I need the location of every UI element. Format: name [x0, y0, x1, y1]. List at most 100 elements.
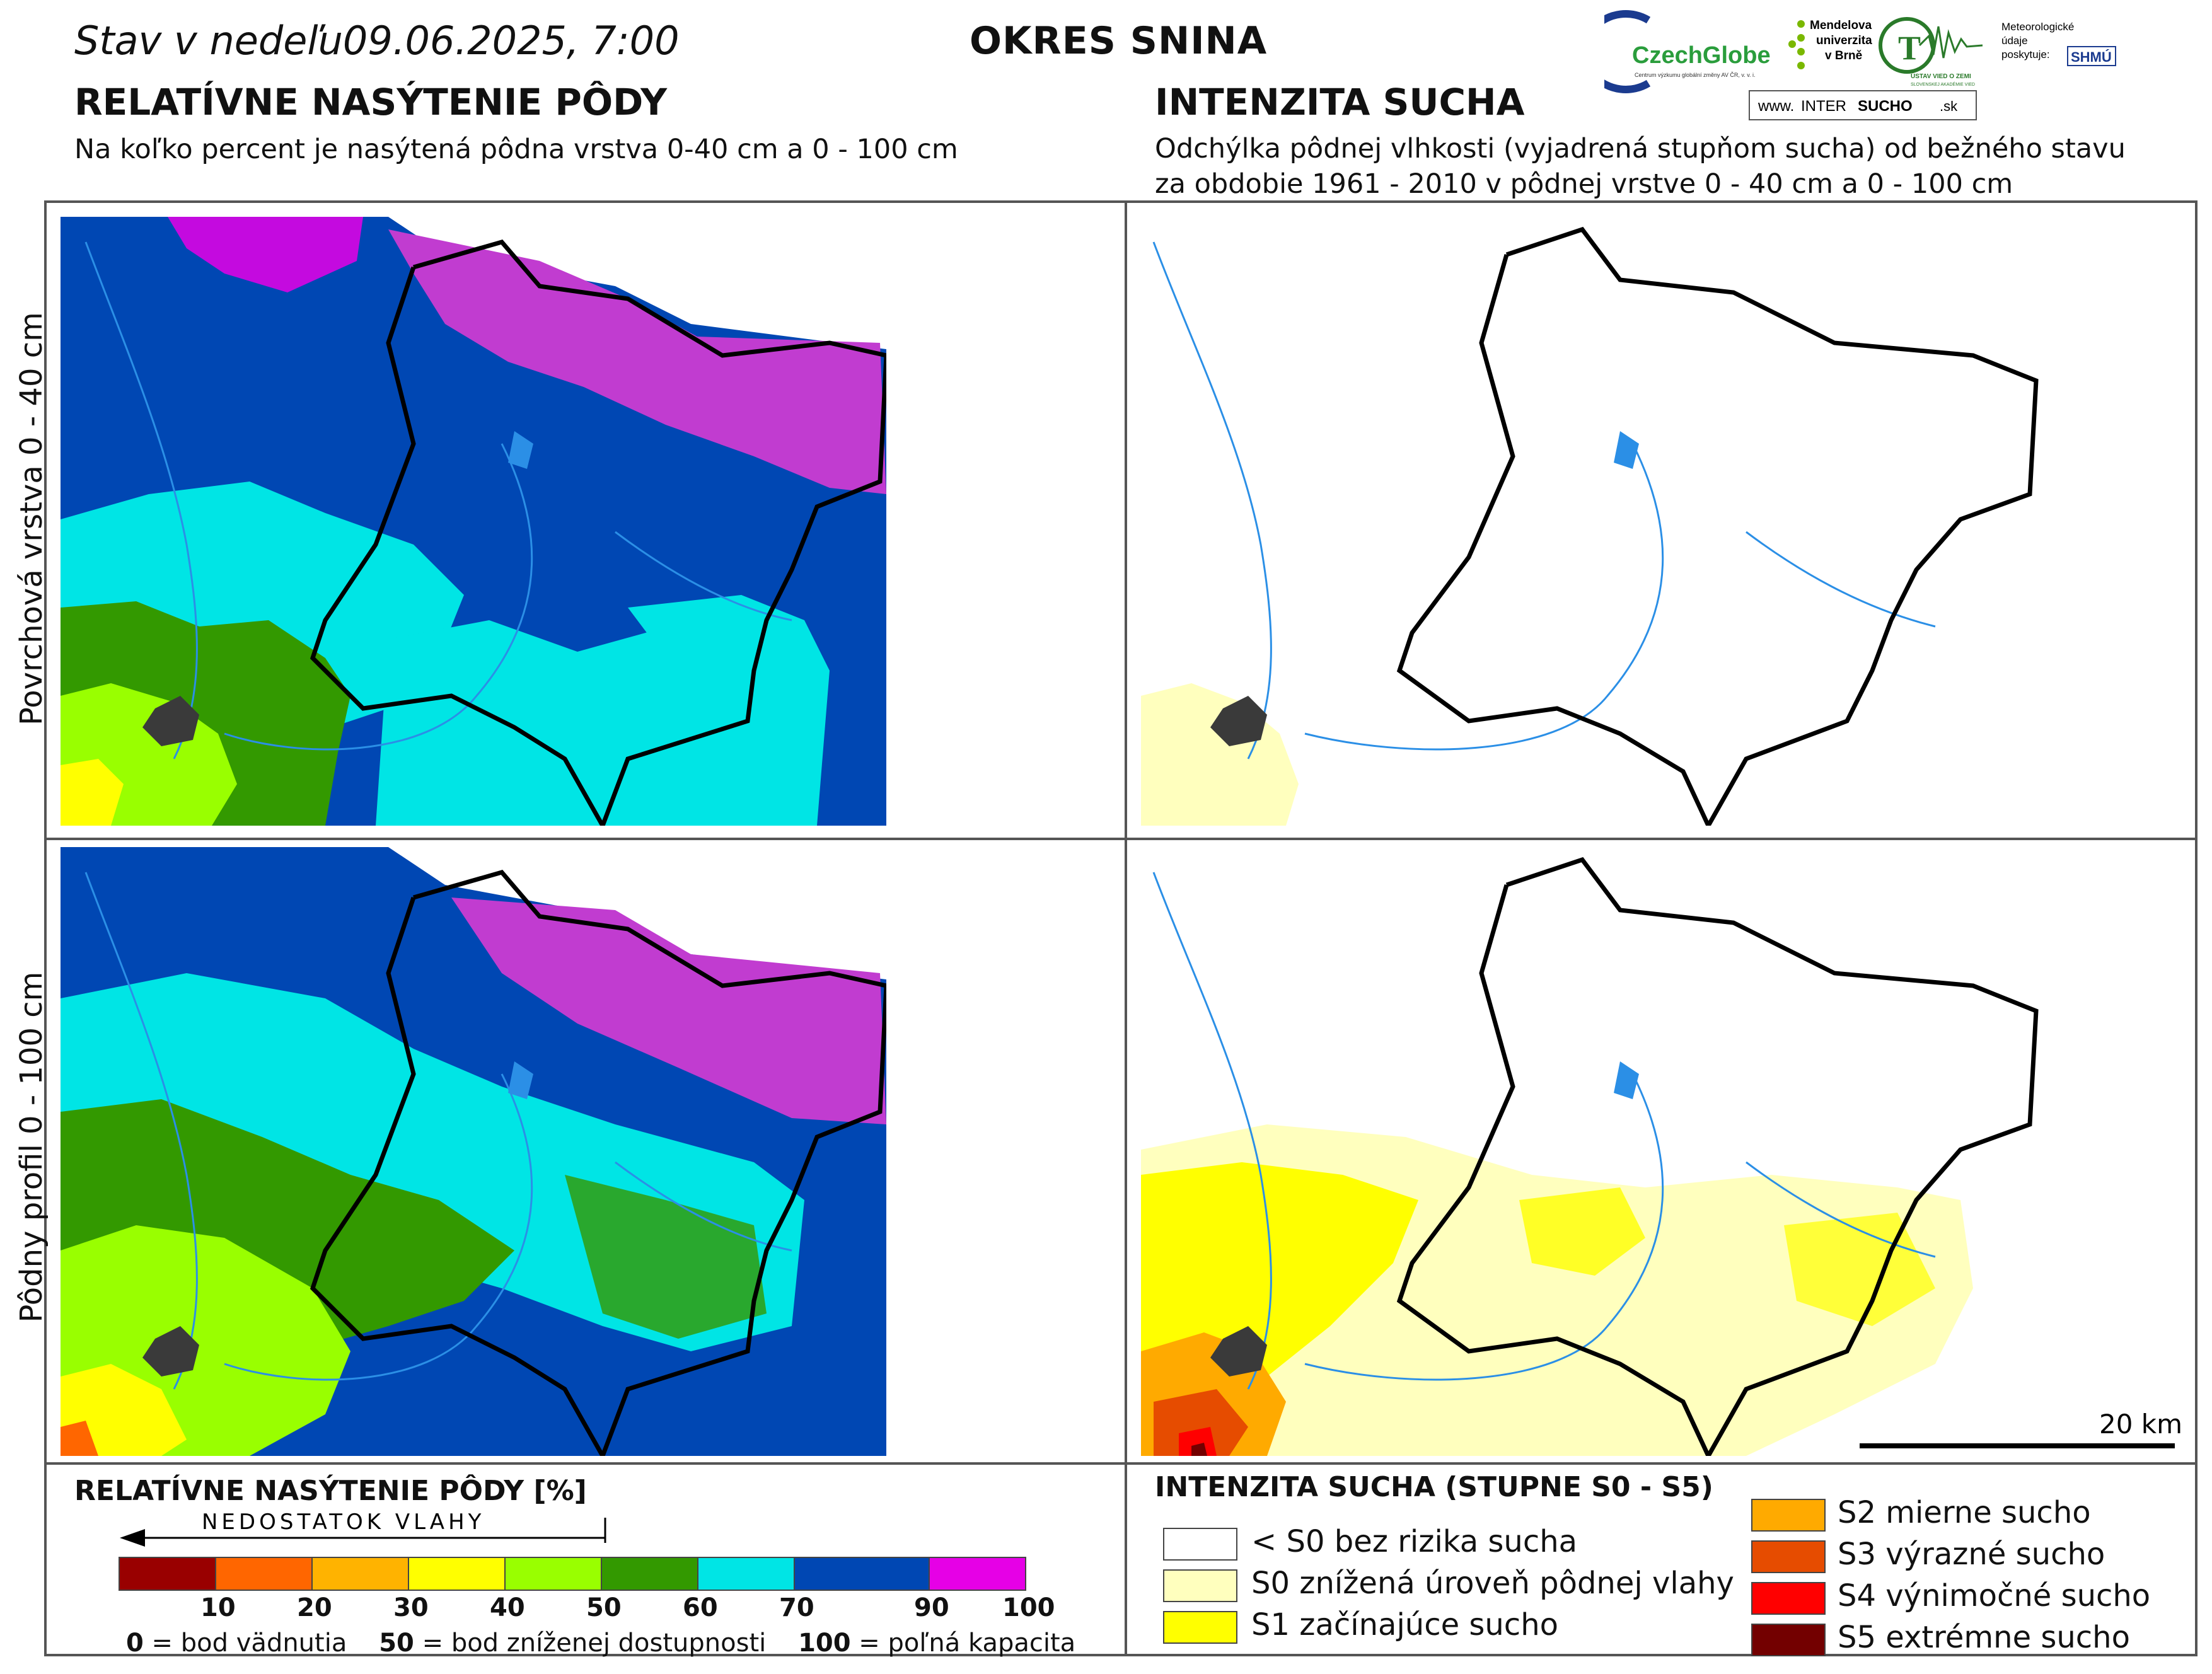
foot-100-text: = poľná kapacita [850, 1629, 1076, 1658]
saturation-title: RELATÍVNE NASÝTENIE PÔDY [74, 81, 668, 124]
tick-10: 10 [200, 1593, 236, 1622]
drought-legend-title: INTENZITA SUCHA (STUPNE S0 - S5) [1155, 1471, 1713, 1503]
town [1210, 696, 1267, 746]
shmu-text: SHMÚ [2071, 49, 2112, 65]
drought-subtitle: Odchýlka pôdnej vlhkosti (vyjadrená stup… [1155, 131, 2163, 202]
row-label-topsoil: Povrchová vrstva 0 - 40 cm [14, 312, 49, 725]
meteo-2: údaje [2001, 35, 2028, 47]
scale-swatch-50-60 [601, 1557, 698, 1591]
legend-swatch-s0 [1163, 1569, 1237, 1602]
saturation-subtitle: Na koľko percent je nasýtená pôdna vrstv… [74, 134, 958, 165]
czechglobe-sub: Centrum výzkumu globální změny AV ČR, v.… [1635, 72, 1756, 78]
scale-swatch-70-90 [794, 1557, 930, 1591]
tick-90: 90 [914, 1593, 949, 1622]
map-drought-profile: 20 km [1141, 847, 2181, 1456]
panel-divider-horizontal [44, 838, 2198, 840]
foot-0-num: 0 [126, 1629, 144, 1658]
legend-label-s0: S0 znížená úroveň pôdnej vlahy [1251, 1566, 1734, 1601]
legend-swatch-s4 [1751, 1582, 1826, 1615]
district-title: OKRES SNINA [970, 19, 1268, 63]
uvz-logo: T ÚSTAV VIED O ZEMI SLOVENSKEJ AKADÉMIE … [1879, 17, 1983, 87]
town [1210, 1326, 1267, 1377]
web-c: .sk [1940, 98, 1958, 114]
drought-subtitle-line2: za obdobie 1961 - 2010 v pôdnej vrstve 0… [1155, 168, 2013, 200]
map-drought-topsoil [1141, 217, 2181, 826]
intersucho-logo: www. INTER SUCHO .sk [1749, 90, 1977, 120]
town [142, 1326, 199, 1377]
tick-20: 20 [297, 1593, 332, 1622]
web-a: INTER [1801, 98, 1846, 115]
panel-divider-vertical [1125, 200, 1127, 1656]
tick-100: 100 [1002, 1593, 1055, 1622]
legend-divider [44, 1462, 2198, 1465]
reservoir [1614, 431, 1639, 469]
scale-swatch-60-70 [697, 1557, 795, 1591]
shmu-logo: Meteorologické údaje poskytuje: SHMÚ [2001, 21, 2116, 66]
scale-swatch-10-20 [215, 1557, 313, 1591]
tick-70: 70 [779, 1593, 814, 1622]
tick-50: 50 [586, 1593, 622, 1622]
district-boundary [310, 240, 886, 826]
tick-60: 60 [683, 1593, 718, 1622]
mendel-3: v Brně [1825, 49, 1862, 62]
uvz-sub: SLOVENSKEJ AKADÉMIE VIED [1911, 81, 1975, 87]
mendel-1: Mendelova [1810, 19, 1872, 32]
scale-swatch-90-100 [929, 1557, 1026, 1591]
legend-label-s2: S2 mierne sucho [1838, 1495, 2091, 1530]
web-b: SUCHO [1858, 98, 1913, 115]
czechglobe-logo: CzechGlobe Centrum výzkumu globální změn… [1604, 10, 1771, 93]
saturation-fill [61, 847, 886, 1456]
saturation-legend-title: RELATÍVNE NASÝTENIE PÔDY [%] [74, 1475, 587, 1507]
legend-swatch-s1 [1163, 1611, 1237, 1644]
mendel-2: univerzita [1816, 34, 1872, 47]
panel-frame [44, 200, 2198, 1656]
rivers [1152, 241, 1936, 759]
legend-swatch-s3 [1751, 1540, 1826, 1573]
deficit-arrow-label: NEDOSTATOK VLAHY [202, 1509, 485, 1535]
legend-swatch-no-risk [1163, 1528, 1237, 1561]
rivers [1152, 872, 1936, 1390]
scale-swatch-0-10 [119, 1557, 216, 1591]
drought-title: INTENZITA SUCHA [1155, 81, 1525, 124]
foot-50-num: 50 [379, 1629, 414, 1658]
drought-subtitle-line1: Odchýlka pôdnej vlhkosti (vyjadrená stup… [1155, 133, 2126, 165]
saturation-fill [61, 217, 886, 826]
district-boundary [1396, 857, 2039, 1456]
reservoir [508, 1061, 533, 1099]
map-saturation-profile [61, 847, 886, 1456]
district-boundary [1396, 226, 2039, 826]
legend-swatch-s2 [1751, 1499, 1826, 1532]
row-label-profile: Pôdny profil 0 - 100 cm [14, 971, 49, 1323]
scale-swatch-40-50 [504, 1557, 602, 1591]
reservoir [508, 431, 533, 469]
meteo-3: poskytuje: [2001, 49, 2050, 61]
town [142, 696, 199, 746]
czechglobe-text: CzechGlobe [1632, 42, 1771, 69]
reservoir [1614, 1061, 1639, 1099]
legend-label-s3: S3 výrazné sucho [1838, 1537, 2105, 1572]
legend-swatch-s5 [1751, 1624, 1826, 1656]
scale-swatch-30-40 [408, 1557, 506, 1591]
foot-0-text: = bod vädnutia [143, 1629, 347, 1658]
district-boundary [310, 870, 886, 1456]
date-prefix: Stav v nedeľu [74, 18, 343, 64]
legend-label-s4: S4 výnimočné sucho [1838, 1578, 2151, 1613]
deficit-arrow: NEDOSTATOK VLAHY [120, 1509, 606, 1547]
foot-50-text: = bod zníženej dostupnosti [414, 1629, 767, 1658]
meteo-1: Meteorologické [2001, 21, 2074, 33]
scale-bar-label: 20 km [2099, 1409, 2181, 1440]
partner-logos: CzechGlobe Centrum výzkumu globální změn… [1604, 10, 2116, 120]
legend-label-no-risk: < S0 bez rizika sucha [1251, 1524, 1578, 1559]
map-saturation-topsoil [61, 217, 886, 826]
mendel-logo: Mendelova univerzita v Brně [1788, 19, 1872, 69]
web-prefix: www. [1757, 98, 1794, 115]
saturation-footnote: 0 = bod vädnutia 50 = bod zníženej dostu… [126, 1629, 1075, 1658]
uvz-text: ÚSTAV VIED O ZEMI [1911, 72, 1971, 80]
date-line: Stav v nedeľu09.06.2025, 7:00 [74, 18, 680, 64]
legend-label-s1: S1 začínajúce sucho [1251, 1607, 1558, 1642]
scale-swatch-20-30 [311, 1557, 409, 1591]
svg-text:T: T [1898, 29, 1921, 67]
foot-100-num: 100 [798, 1629, 851, 1658]
tick-40: 40 [490, 1593, 525, 1622]
tick-30: 30 [393, 1593, 429, 1622]
